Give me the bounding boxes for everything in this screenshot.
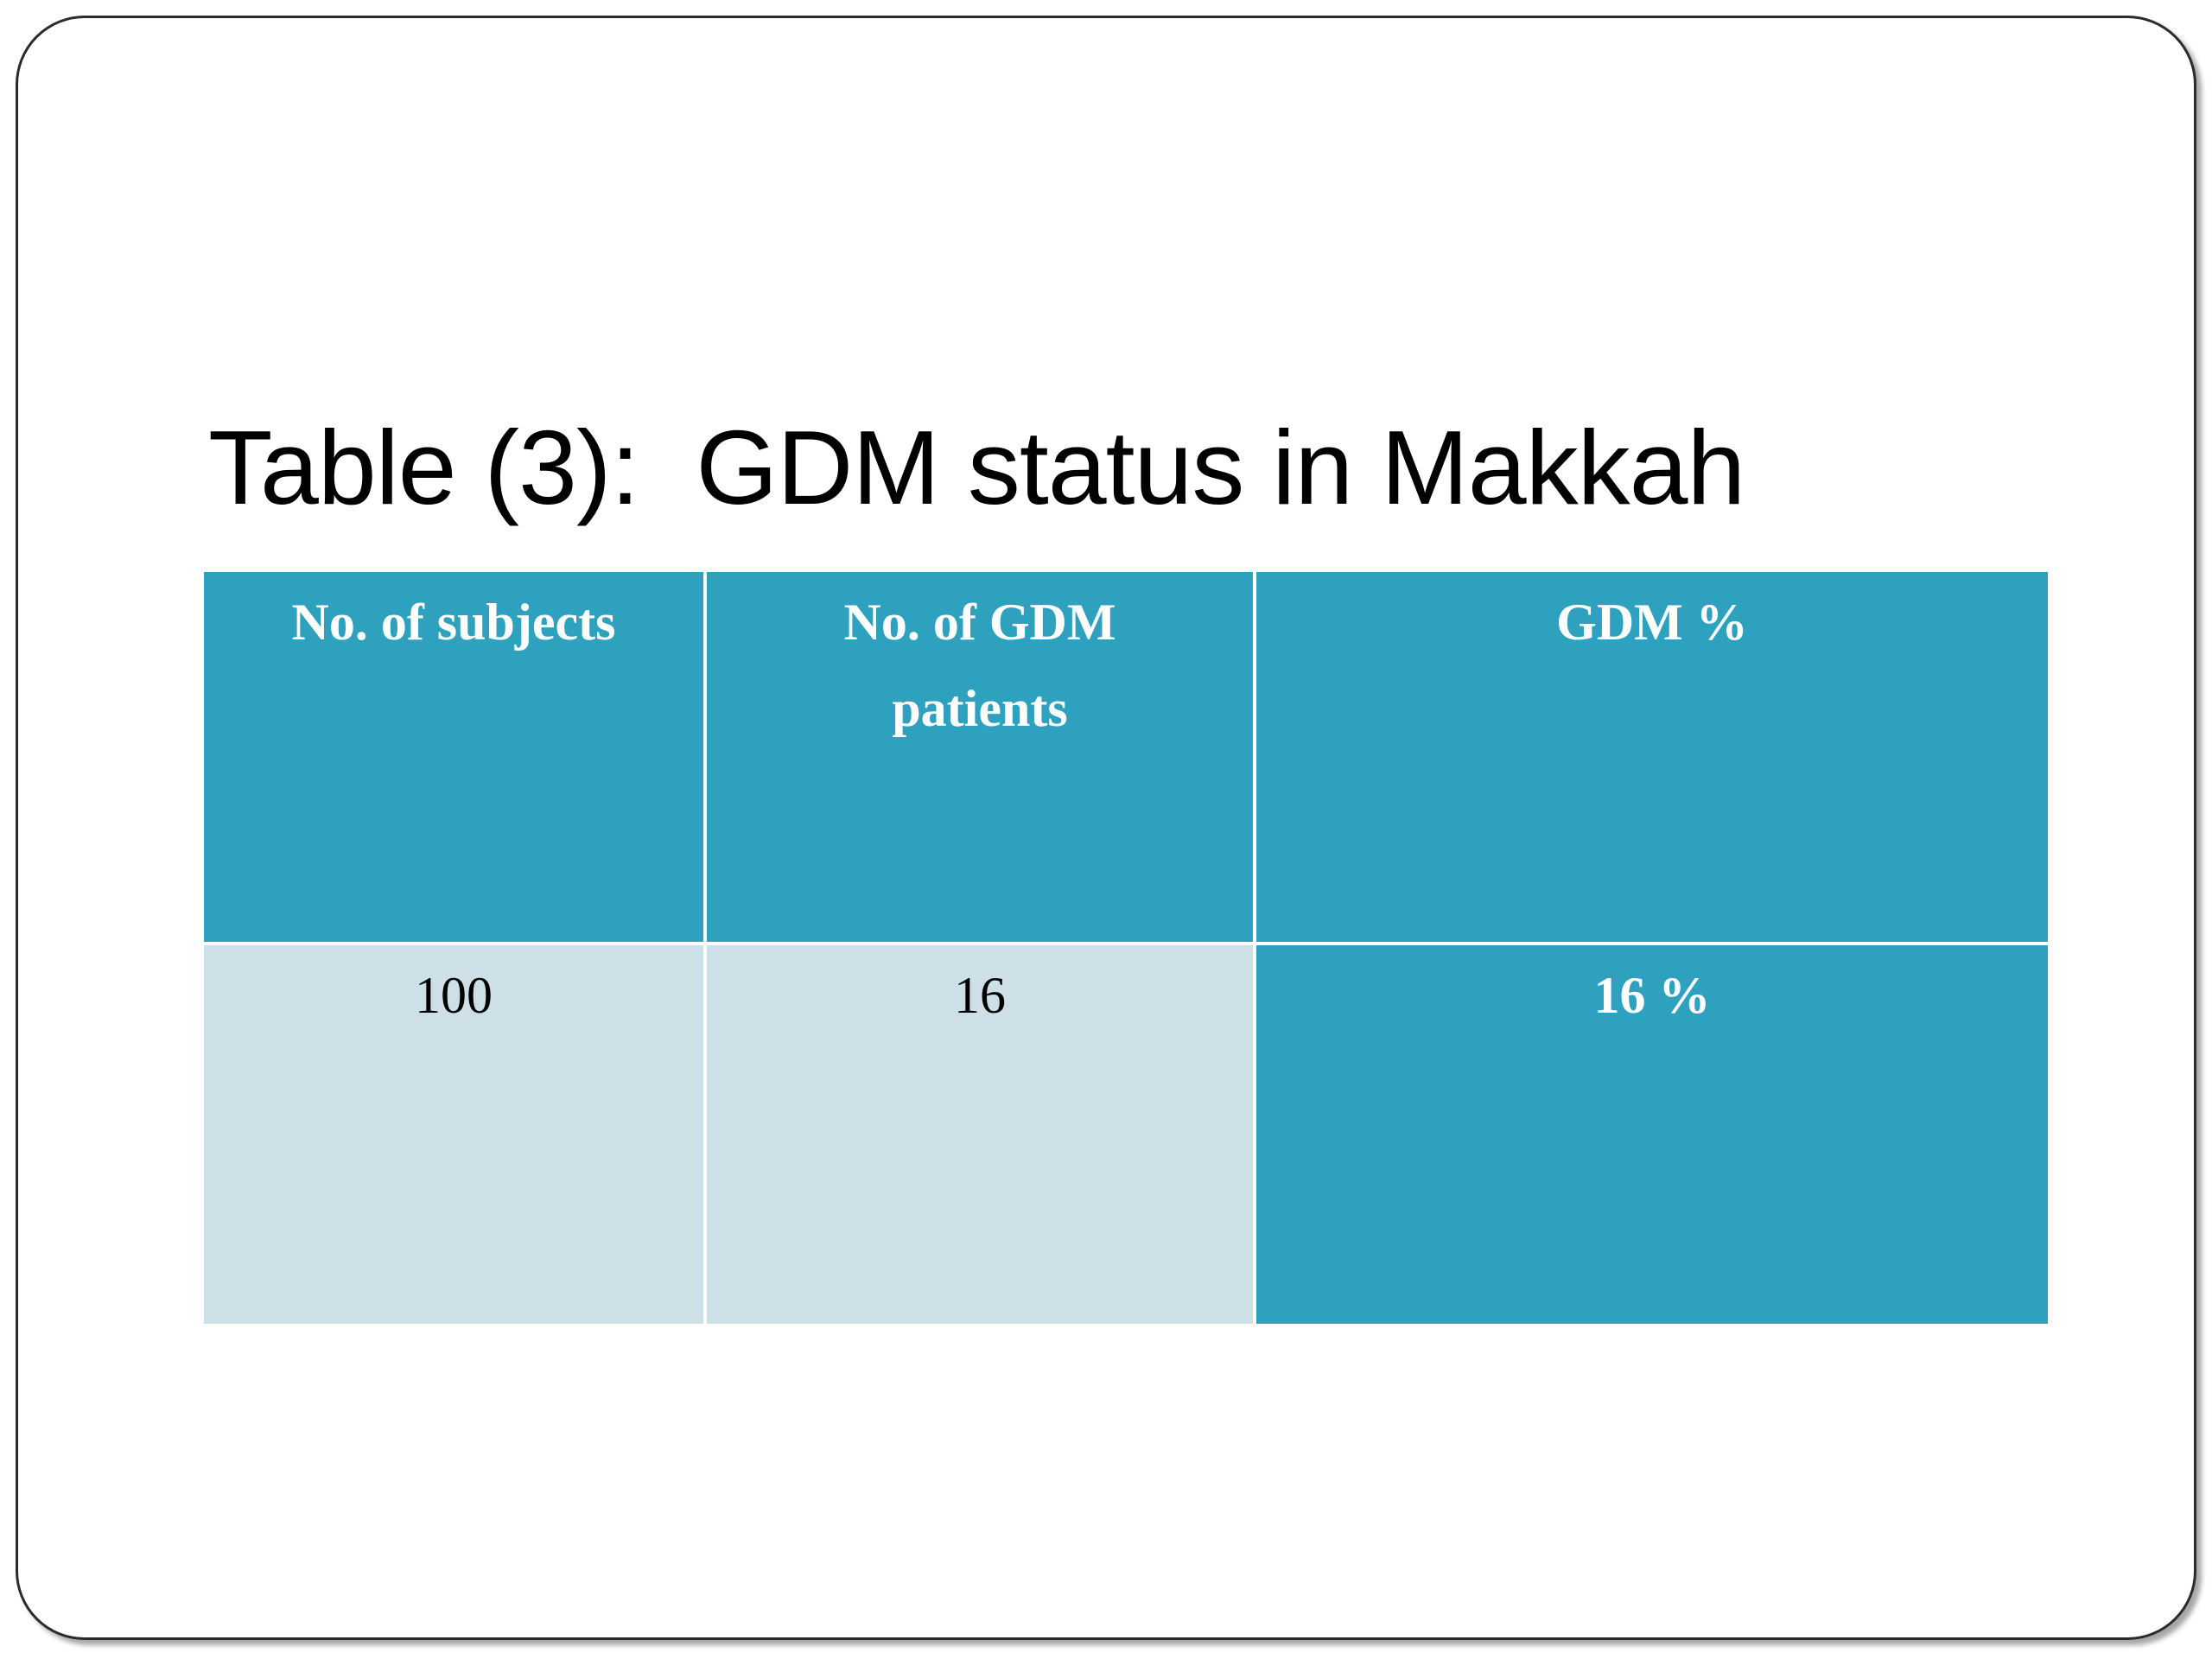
header-no-of-gdm-patients: No. of GDM patients	[707, 572, 1253, 942]
table-row: 100 16 16 %	[204, 945, 2048, 1324]
table-header-row: No. of subjects No. of GDM patients GDM …	[204, 572, 2048, 942]
header-gdm-percent: GDM %	[1256, 572, 2048, 942]
gdm-status-table: No. of subjects No. of GDM patients GDM …	[200, 569, 2051, 1327]
cell-gdm-patients-count: 16	[707, 945, 1253, 1324]
header-no-of-subjects: No. of subjects	[204, 572, 703, 942]
cell-gdm-percent: 16 %	[1256, 945, 2048, 1324]
cell-subjects-count: 100	[204, 945, 703, 1324]
slide-title: Table (3): GDM status in Makkah	[208, 409, 1745, 526]
